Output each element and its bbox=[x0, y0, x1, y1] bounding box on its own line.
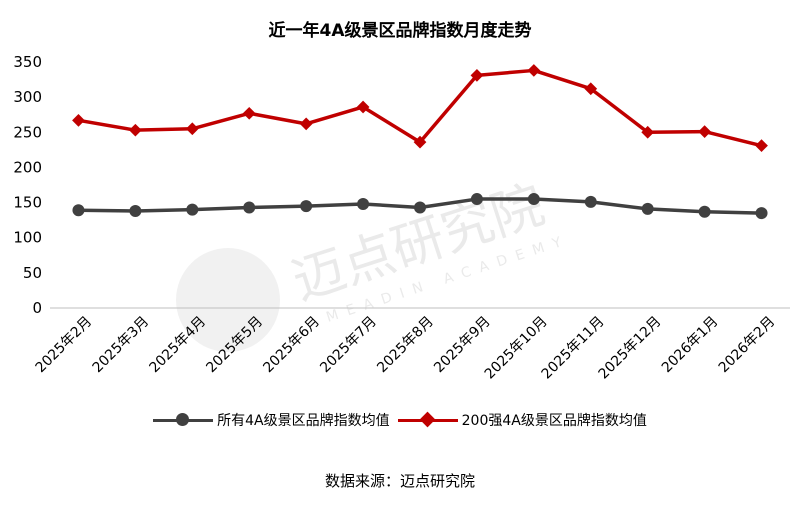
legend-item-all: 所有4A级景区品牌指数均值 bbox=[153, 410, 390, 430]
data-point bbox=[470, 68, 484, 82]
x-tick-label: 2025年7月 bbox=[317, 314, 380, 377]
y-tick-label: 0 bbox=[32, 299, 42, 317]
y-tick-label: 300 bbox=[13, 88, 42, 106]
data-point bbox=[641, 202, 654, 215]
chart-title: 近一年4A级景区品牌指数月度走势 bbox=[268, 21, 532, 41]
y-tick-label: 350 bbox=[13, 53, 42, 71]
y-tick-label: 250 bbox=[13, 123, 42, 141]
data-point bbox=[755, 207, 768, 220]
data-point bbox=[185, 122, 199, 136]
data-point bbox=[584, 195, 597, 208]
data-point bbox=[129, 205, 142, 218]
x-tick-label: 2026年2月 bbox=[716, 314, 779, 377]
legend-label-all: 所有4A级景区品牌指数均值 bbox=[217, 413, 390, 429]
legend-swatch-all bbox=[153, 413, 214, 427]
x-tick-label: 2025年9月 bbox=[431, 314, 494, 377]
data-point bbox=[72, 204, 85, 217]
data-point bbox=[414, 201, 426, 214]
y-tick-label: 200 bbox=[13, 158, 42, 176]
data-point bbox=[527, 193, 540, 206]
x-tick-label: 2025年8月 bbox=[374, 314, 437, 377]
data-point bbox=[755, 139, 768, 153]
data-point bbox=[527, 64, 541, 77]
legend-item-top200: 200强4A级景区品牌指数均值 bbox=[397, 410, 647, 430]
data-point bbox=[470, 193, 483, 206]
series-line-1 bbox=[78, 68, 762, 148]
y-axis: 0 50 100 150 200 250 300 350 bbox=[13, 53, 42, 317]
x-tick-label: 2025年2月 bbox=[33, 314, 96, 377]
source-note: 数据来源：迈点研究院 bbox=[324, 472, 475, 490]
legend: 所有4A级景区品牌指数均值 200强4A级景区品牌指数均值 bbox=[0, 410, 800, 430]
data-point bbox=[243, 201, 256, 214]
data-point bbox=[413, 135, 427, 149]
y-tick-label: 150 bbox=[13, 194, 42, 212]
data-point bbox=[356, 100, 370, 114]
data-point bbox=[242, 106, 256, 120]
data-point bbox=[698, 205, 711, 218]
data-point bbox=[72, 113, 85, 127]
x-axis: 2025年2月2025年3月2025年4月2025年5月2025年6月2025年… bbox=[33, 314, 779, 383]
x-tick-label: 2025年4月 bbox=[147, 314, 210, 377]
legend-swatch-top200 bbox=[397, 411, 458, 428]
watermark-logo-icon bbox=[176, 248, 280, 352]
data-point bbox=[300, 200, 313, 213]
x-tick-label: 2025年3月 bbox=[90, 314, 153, 377]
x-tick-label: 2026年1月 bbox=[659, 314, 722, 377]
y-tick-label: 50 bbox=[23, 264, 42, 282]
legend-label-top200: 200强4A级景区品牌指数均值 bbox=[461, 413, 647, 429]
data-point bbox=[299, 117, 313, 131]
data-point bbox=[698, 125, 711, 138]
data-point bbox=[129, 123, 142, 137]
series-layer bbox=[72, 64, 768, 220]
y-tick-label: 100 bbox=[13, 229, 42, 247]
data-point bbox=[186, 203, 199, 216]
data-point bbox=[357, 197, 370, 210]
